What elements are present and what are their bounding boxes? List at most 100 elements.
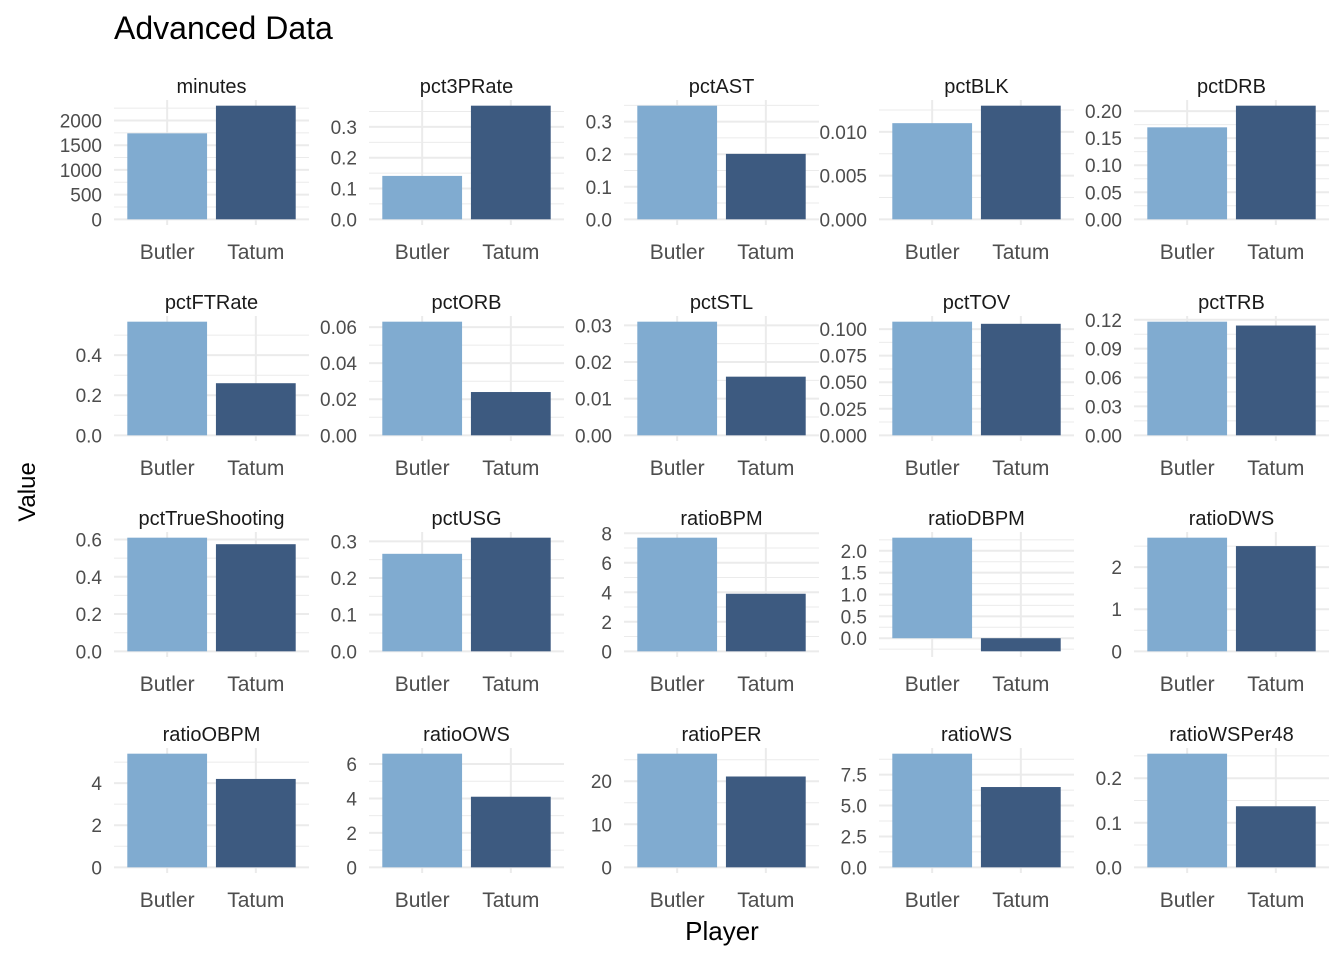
facet-panel: ratioDBPM 0.00.51.01.52.0 Butler Tatum (841, 508, 1074, 696)
bar-butler (382, 321, 463, 436)
y-tick-label: 0.4 (76, 568, 103, 589)
y-tick-label: 0.010 (819, 123, 867, 144)
x-tick-label: Butler (140, 241, 195, 264)
y-tick-label: 0.0 (76, 642, 102, 663)
facet-strip-label: ratioOWS (423, 724, 510, 746)
x-tick-label: Butler (905, 889, 960, 912)
facet-strip-label: minutes (176, 76, 246, 98)
y-tick-label: 500 (70, 186, 102, 207)
x-tick-label: Tatum (992, 457, 1049, 480)
facet-strip-label: pctDRB (1197, 76, 1266, 98)
x-tick-label: Butler (140, 457, 195, 480)
x-tick-label: Tatum (1247, 457, 1304, 480)
bar-butler (637, 753, 718, 868)
y-tick-label: 2 (346, 824, 357, 845)
y-tick-label: 0.03 (575, 316, 612, 337)
bar-tatum (215, 105, 296, 220)
bar-tatum (1235, 105, 1316, 220)
y-tick-label: 0 (601, 858, 612, 879)
y-tick-label: 0 (601, 642, 612, 663)
bar-tatum (725, 376, 806, 436)
y-tick-label: 0.0 (76, 426, 102, 447)
facet-strip-label: pctBLK (944, 76, 1009, 98)
x-tick-label: Tatum (737, 241, 794, 264)
x-tick-label: Tatum (1247, 241, 1304, 264)
x-axis-label: Player (685, 916, 759, 946)
facet-panel: pctFTRate 0.0 0.2 0.4 Butler Tatum (76, 292, 309, 480)
y-tick-label: 0.0 (331, 642, 357, 663)
bar-butler (382, 175, 463, 220)
y-tick-label: 5.0 (841, 797, 867, 818)
x-tick-label: Tatum (737, 889, 794, 912)
facet-strip-label: pctTRB (1198, 292, 1265, 314)
facet-panel: pctAST 0.0 0.1 0.2 0.3 Butler Tatum (586, 76, 819, 264)
x-tick-label: Butler (650, 889, 705, 912)
facet-panel: ratioWS 0.0 2.5 5.0 7.5 Butler Tatum (841, 724, 1074, 912)
y-tick-label: 20 (591, 772, 612, 793)
x-tick-label: Butler (140, 889, 195, 912)
facet-strip-label: ratioDWS (1189, 508, 1275, 530)
bar-tatum (1235, 806, 1316, 868)
x-tick-label: Butler (905, 673, 960, 696)
facet-strip-label: ratioPER (681, 724, 761, 746)
y-tick-label: 0.000 (819, 210, 867, 231)
y-tick-label: 0.0 (841, 629, 867, 650)
bar-tatum (980, 638, 1061, 652)
facet-strip-label: pctTrueShooting (138, 508, 284, 530)
y-tick-label: 8 (601, 524, 612, 545)
facet-strip-label: pctUSG (431, 508, 501, 530)
y-tick-label: 0.00 (1085, 426, 1122, 447)
facet-panel: pctORB 0.00 0.02 0.04 0.06 Butler Tatum (320, 292, 564, 480)
x-tick-label: Butler (905, 241, 960, 264)
y-tick-label: 0.0 (1096, 858, 1122, 879)
bar-tatum (215, 544, 296, 652)
y-tick-label: 0.10 (1085, 156, 1122, 177)
facet-strip-label: pctTOV (943, 292, 1011, 314)
facet-panel: ratioOWS 0 2 4 6 Butler Tatum (346, 724, 564, 912)
y-tick-label: 2.5 (841, 827, 867, 848)
x-tick-label: Butler (140, 673, 195, 696)
y-tick-label: 0.2 (76, 386, 102, 407)
bar-butler (382, 753, 463, 868)
y-tick-label: 0.1 (331, 180, 357, 201)
bar-tatum (725, 153, 806, 220)
bar-tatum (980, 787, 1061, 868)
y-tick-label: 4 (346, 789, 357, 810)
bar-butler (127, 321, 208, 436)
facet-panel: ratioWSPer48 0.0 0.1 0.2 Butler Tatum (1096, 724, 1329, 912)
y-tick-label: 0.1 (1096, 814, 1122, 835)
bar-butler (382, 553, 463, 652)
facet-panel: ratioDWS 0 1 2 Butler Tatum (1111, 508, 1329, 696)
chart-title: Advanced Data (114, 10, 333, 46)
bar-butler (127, 537, 208, 652)
y-tick-label: 0.100 (819, 320, 867, 341)
x-tick-label: Tatum (992, 241, 1049, 264)
x-tick-label: Butler (1160, 241, 1215, 264)
y-tick-label: 6 (346, 755, 357, 776)
facet-panel: pctUSG 0.0 0.1 0.2 0.3 Butler Tatum (331, 508, 564, 696)
bar-butler (127, 753, 208, 868)
facet-panel: pctSTL 0.00 0.01 0.02 0.03 Butler Tatum (575, 292, 819, 480)
y-tick-label: 0.06 (1085, 369, 1122, 390)
x-tick-label: Tatum (227, 889, 284, 912)
bar-tatum (215, 383, 296, 436)
y-tick-label: 0.6 (76, 531, 102, 552)
bar-butler (892, 321, 973, 436)
y-tick-label: 0.0 (586, 210, 612, 231)
y-tick-label: 0.05 (1085, 183, 1122, 204)
x-tick-label: Tatum (482, 673, 539, 696)
y-tick-label: 0.075 (819, 347, 867, 368)
bar-butler (637, 321, 718, 436)
bar-tatum (470, 537, 551, 652)
y-tick-label: 0.0 (331, 210, 357, 231)
x-tick-label: Tatum (227, 673, 284, 696)
facet-panel: pctTOV 0.000 0.025 0.050 0.075 0.100 Butler Tat… (819, 292, 1074, 480)
bar-butler (127, 133, 208, 220)
y-tick-label: 7.5 (841, 766, 867, 787)
bar-butler (637, 537, 718, 652)
facet-panel: pctDRB 0.00 0.05 0.10 0.15 0.20 Butler Tatum (1085, 76, 1329, 264)
bar-butler (892, 123, 973, 220)
facet-panel: ratioBPM 0 2 4 6 8 Butler Tatum (601, 508, 819, 696)
facet-panel: pctTRB 0.00 0.03 0.06 0.09 0.12 Butler Tatum (1085, 292, 1329, 480)
y-tick-label: 0.2 (331, 149, 357, 170)
